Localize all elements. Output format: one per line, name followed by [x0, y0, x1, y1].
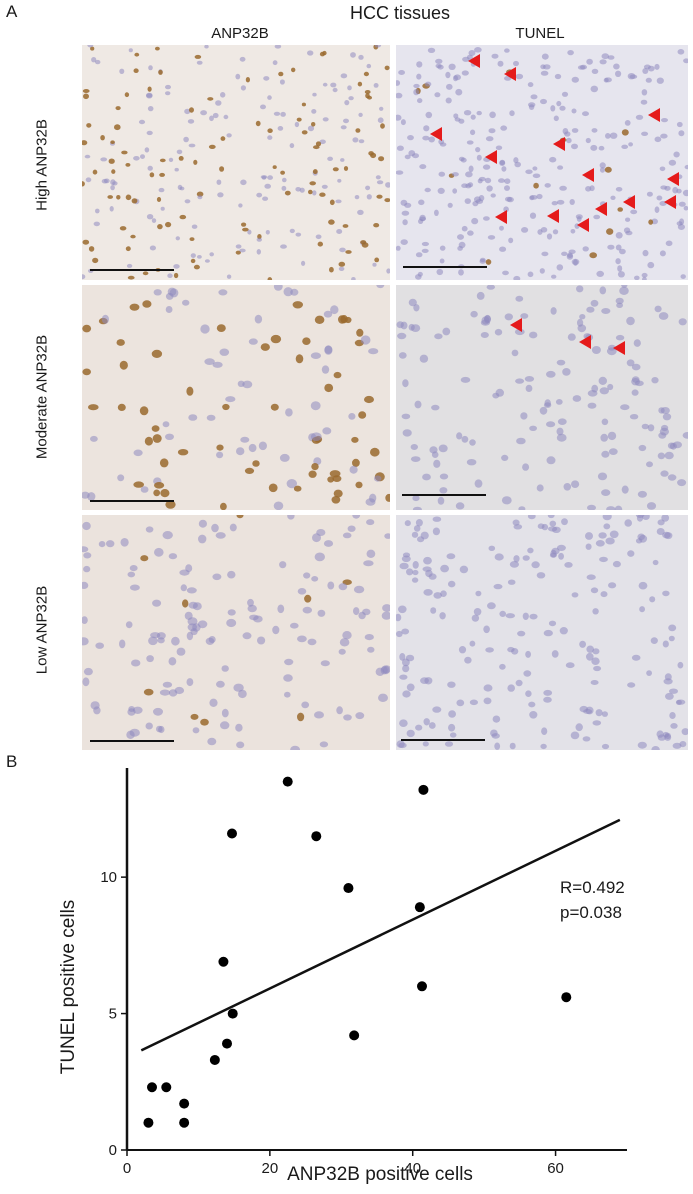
x-tick-label: 0 [123, 1160, 131, 1177]
scatter-point [222, 1038, 232, 1049]
y-tick-label: 10 [100, 869, 117, 886]
scale-bar [401, 739, 485, 741]
scale-bar [402, 494, 486, 496]
y-axis-label: TUNEL positive cells [58, 900, 79, 1075]
annotation-p: p=0.038 [560, 903, 622, 922]
x-axis-label: ANP32B positive cells [287, 1164, 473, 1185]
micrograph-low-anp32b [82, 515, 390, 750]
scatter-point [282, 776, 293, 787]
row-label-high: High ANP32B [33, 119, 51, 211]
scatter-point [209, 1054, 220, 1065]
regression-line [140, 818, 621, 1052]
column-header-tunel: TUNEL [515, 25, 565, 42]
scatter-point [218, 956, 229, 967]
micrograph-high-anp32b [82, 45, 390, 280]
scatter-chart: 0 20 40 60 0 5 10 R=0.492 p=0.038 ANP32B posit… [58, 768, 627, 1185]
panel-a-letter: A [6, 2, 18, 21]
y-tick-label: 0 [109, 1142, 117, 1159]
row-label-low: Low ANP32B [33, 585, 51, 675]
scatter-point [418, 784, 429, 795]
scatter-point [179, 1117, 190, 1128]
scale-bar [90, 269, 174, 271]
x-tick-label: 40 [404, 1160, 421, 1177]
column-header-anp32b: ANP32B [211, 25, 269, 42]
micrograph-low-tunel [396, 515, 688, 750]
scatter-point [417, 981, 427, 992]
scatter-point [343, 883, 354, 894]
micrograph-moderate-tunel [396, 285, 688, 510]
scatter-point [147, 1082, 157, 1093]
scale-bar [403, 266, 487, 268]
y-tick-label: 5 [109, 1006, 117, 1023]
scatter-point [311, 831, 322, 842]
scatter-point [161, 1082, 172, 1093]
x-tick-label: 20 [262, 1160, 279, 1177]
scatter-point [561, 992, 572, 1003]
panel-b-letter: B [6, 752, 18, 771]
row-label-moderate: Moderate ANP32B [33, 334, 51, 460]
scatter-point [179, 1098, 190, 1109]
annotation-r: R=0.492 [560, 878, 625, 897]
scatter-point [227, 828, 237, 839]
panel-a-title: HCC tissues [349, 3, 451, 23]
scale-bar [90, 740, 174, 742]
micrograph-moderate-anp32b [82, 285, 390, 510]
micrograph-high-tunel [396, 45, 688, 280]
scatter-point [143, 1117, 154, 1128]
scale-bar [90, 500, 174, 502]
scatter-point [414, 902, 425, 913]
x-tick-label: 60 [547, 1160, 564, 1177]
scatter-point [349, 1030, 360, 1041]
scatter-point [227, 1008, 238, 1019]
